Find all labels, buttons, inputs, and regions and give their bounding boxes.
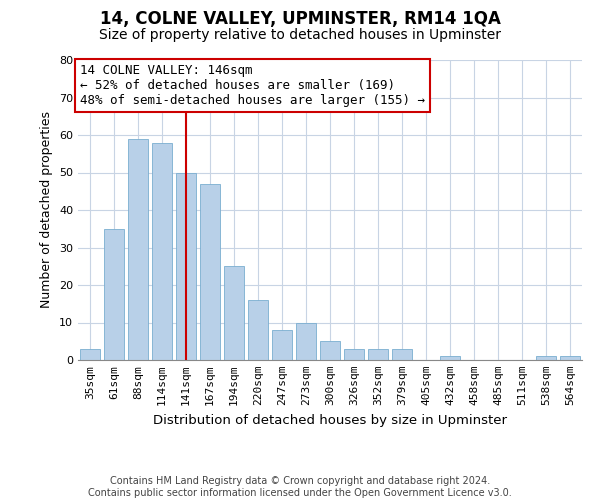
Bar bbox=[344, 349, 364, 360]
Bar bbox=[176, 172, 196, 360]
Bar bbox=[440, 356, 460, 360]
Bar bbox=[368, 349, 388, 360]
Text: Size of property relative to detached houses in Upminster: Size of property relative to detached ho… bbox=[99, 28, 501, 42]
Text: Contains HM Land Registry data © Crown copyright and database right 2024.
Contai: Contains HM Land Registry data © Crown c… bbox=[88, 476, 512, 498]
Y-axis label: Number of detached properties: Number of detached properties bbox=[40, 112, 53, 308]
Bar bbox=[272, 330, 292, 360]
Bar bbox=[320, 341, 340, 360]
Bar bbox=[248, 300, 268, 360]
Bar bbox=[392, 349, 412, 360]
Bar bbox=[104, 229, 124, 360]
X-axis label: Distribution of detached houses by size in Upminster: Distribution of detached houses by size … bbox=[153, 414, 507, 426]
Bar bbox=[296, 322, 316, 360]
Bar bbox=[152, 142, 172, 360]
Bar bbox=[80, 349, 100, 360]
Text: 14 COLNE VALLEY: 146sqm
← 52% of detached houses are smaller (169)
48% of semi-d: 14 COLNE VALLEY: 146sqm ← 52% of detache… bbox=[80, 64, 425, 107]
Bar bbox=[200, 184, 220, 360]
Bar bbox=[536, 356, 556, 360]
Bar bbox=[224, 266, 244, 360]
Bar bbox=[128, 138, 148, 360]
Bar bbox=[560, 356, 580, 360]
Text: 14, COLNE VALLEY, UPMINSTER, RM14 1QA: 14, COLNE VALLEY, UPMINSTER, RM14 1QA bbox=[100, 10, 500, 28]
